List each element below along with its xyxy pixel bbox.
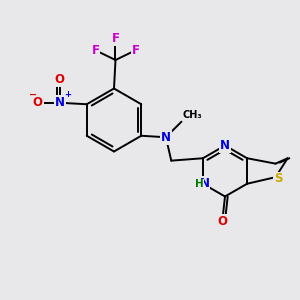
- Text: O: O: [55, 73, 65, 86]
- Text: −: −: [29, 89, 37, 99]
- Text: N: N: [161, 131, 171, 144]
- Text: +: +: [64, 90, 71, 99]
- Text: F: F: [132, 44, 140, 58]
- Text: CH₃: CH₃: [183, 110, 203, 120]
- Text: F: F: [112, 32, 119, 46]
- Text: N: N: [200, 177, 209, 190]
- Text: O: O: [33, 96, 43, 109]
- Text: N: N: [55, 96, 65, 109]
- Text: S: S: [274, 172, 283, 185]
- Text: O: O: [218, 214, 228, 228]
- Text: N: N: [220, 139, 230, 152]
- Text: H: H: [194, 179, 203, 189]
- Text: F: F: [92, 44, 99, 58]
